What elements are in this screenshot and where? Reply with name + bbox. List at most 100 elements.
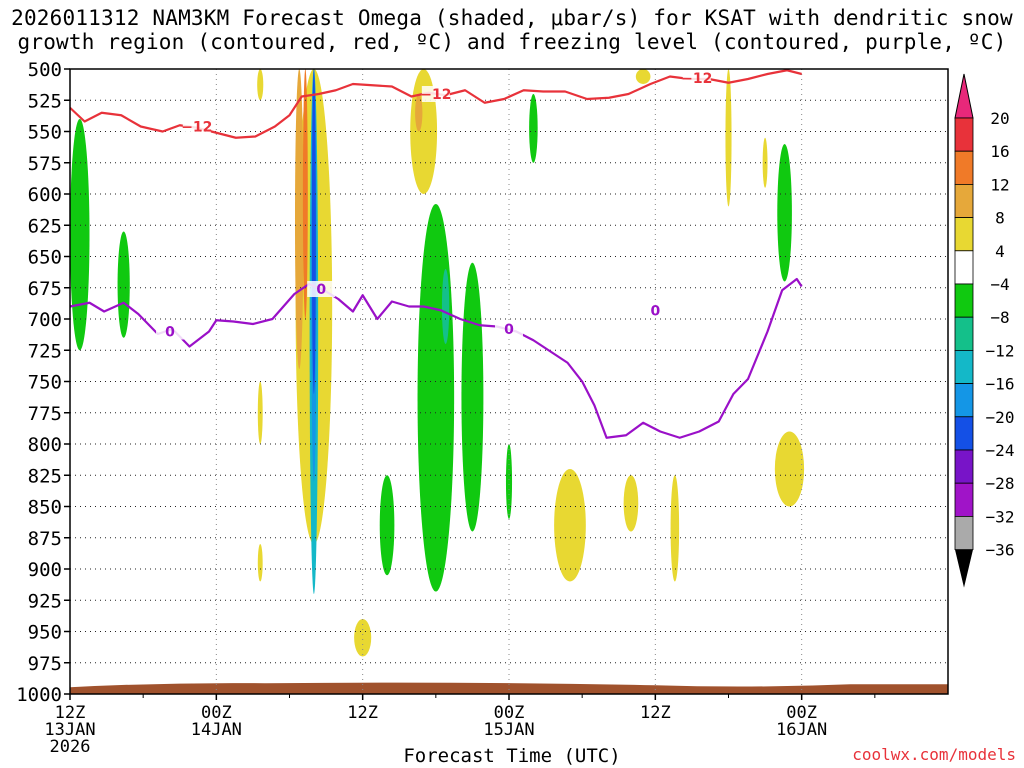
plot-frame xyxy=(69,68,949,695)
y-tick-label-900: 900 xyxy=(28,559,62,581)
colorbar-segment-6 xyxy=(954,316,974,351)
y-tick-label-825: 825 xyxy=(28,465,62,487)
chart-title-line-1: 2026011312 NAM3KM Forecast Omega (shaded… xyxy=(11,6,1013,30)
omega-region-24 xyxy=(774,431,805,507)
x-tick-label-18-1: 15JAN xyxy=(483,720,534,740)
contour-label-bg-0-2 xyxy=(682,69,711,86)
y-tick-label-800: 800 xyxy=(28,434,62,456)
omega-region-23 xyxy=(670,475,680,582)
omega-region-20 xyxy=(354,619,372,657)
grid-layer xyxy=(70,69,948,694)
contour-label-1-1: 0 xyxy=(316,282,326,298)
y-tick-label-725: 725 xyxy=(28,340,62,362)
y-tick-label-575: 575 xyxy=(28,153,62,175)
x-tick-label-18-0: 00Z xyxy=(494,703,525,723)
omega-region-17 xyxy=(777,144,792,282)
x-tick-label-0-2: 2026 xyxy=(50,737,91,757)
contour-label-bg-1-2 xyxy=(495,321,523,337)
omega-region-13 xyxy=(117,231,130,338)
omega-region-25 xyxy=(725,69,732,207)
omega-region-6 xyxy=(311,69,316,394)
y-tick-label-650: 650 xyxy=(28,247,62,269)
y-tick-label-525: 525 xyxy=(28,90,62,112)
colorbar-segment-1 xyxy=(954,150,974,185)
colorbar-bottom-triangle xyxy=(955,549,973,588)
y-tick-label-925: 925 xyxy=(28,590,62,612)
colorbar-segment-9 xyxy=(954,416,974,451)
omega-region-11 xyxy=(461,262,484,532)
colorbar-segment-5 xyxy=(954,283,974,318)
ground-layer xyxy=(70,682,948,694)
y-tick-label-1000: 1000 xyxy=(16,684,62,706)
contour-label-0-0: −12 xyxy=(181,120,212,136)
y-tick-label-625: 625 xyxy=(28,215,62,237)
contour-label-1-3: 0 xyxy=(650,303,660,319)
contour-label-1-2: 0 xyxy=(504,322,514,338)
omega-region-22 xyxy=(623,475,639,532)
y-tick-label-600: 600 xyxy=(28,184,62,206)
ground-surface xyxy=(70,682,948,694)
y-tick-label-550: 550 xyxy=(28,122,62,144)
x-tick-label-12-0: 12Z xyxy=(347,703,378,723)
contour-label-1-0: 0 xyxy=(165,325,175,341)
y-tick-label-975: 975 xyxy=(28,653,62,675)
x-tick-label-0-0: 12Z xyxy=(55,703,86,723)
credit-text: coolwx.com/models xyxy=(852,745,1016,764)
omega-region-21 xyxy=(554,469,586,582)
y-axis: 500 525 550 575 600 625 650 675 700 725 750 775 800 8… xyxy=(16,59,70,706)
colorbar-segment-10 xyxy=(954,449,974,484)
omega-region-2 xyxy=(294,69,304,369)
contour-label-bg-0-0 xyxy=(182,118,211,135)
omega-region-19 xyxy=(257,544,263,582)
contour-label-bg-1-1 xyxy=(307,281,336,297)
omega-region-0 xyxy=(257,69,264,101)
x-axis-label: Forecast Time (UTC) xyxy=(403,745,621,767)
contour-label-bg-1-0 xyxy=(155,323,184,340)
colorbar-label-2: 12 xyxy=(990,175,1009,194)
x-tick-label-30-0: 00Z xyxy=(786,703,817,723)
y-tick-label-950: 950 xyxy=(28,622,62,644)
colorbar-label-3: 8 xyxy=(995,209,1005,228)
colorbar-label-1: 16 xyxy=(990,142,1009,161)
colorbar-label-13: −36 xyxy=(986,541,1015,560)
colorbar-top-triangle xyxy=(954,73,974,119)
colorbar-label-6: −8 xyxy=(990,308,1009,327)
contour-label-bg-0-1 xyxy=(421,86,450,102)
omega-shading-layer xyxy=(70,69,805,657)
colorbar-segment-3 xyxy=(954,217,974,252)
colorbar-label-0: 20 xyxy=(990,109,1009,128)
colorbar-label-4: 4 xyxy=(995,242,1005,261)
y-tick-label-775: 775 xyxy=(28,403,62,425)
omega-region-16 xyxy=(505,444,513,519)
colorbar-segment-4 xyxy=(954,250,974,285)
colorbar-label-11: −28 xyxy=(986,474,1015,493)
chart-title-line-2: growth region (contoured, red, ºC) and f… xyxy=(17,30,1007,54)
colorbar-label-5: −4 xyxy=(990,275,1009,294)
colorbar-segment-11 xyxy=(954,482,974,517)
omega-region-9 xyxy=(417,204,455,592)
x-tick-label-6-1: 14JAN xyxy=(191,720,242,740)
colorbar-label-12: −32 xyxy=(986,507,1015,526)
contour-label-0-1: −12 xyxy=(420,87,451,103)
contour-label-bg-1-3 xyxy=(641,302,670,319)
x-tick-label-6-0: 00Z xyxy=(201,703,232,723)
colorbar-segment-12 xyxy=(954,516,974,551)
y-tick-label-675: 675 xyxy=(28,278,62,300)
y-tick-label-700: 700 xyxy=(28,309,62,331)
x-tick-label-30-1: 16JAN xyxy=(776,720,827,740)
colorbar: 20 16 12 8 4 −4 −8 −12 −16 −20 −24 −28 −32 −36 xyxy=(954,73,1015,588)
colorbar-segment-7 xyxy=(954,349,974,384)
omega-region-12 xyxy=(70,119,90,351)
contour-label-0-2: −12 xyxy=(681,71,712,87)
colorbar-segment-0 xyxy=(954,117,974,152)
omega-region-27 xyxy=(635,69,651,84)
contour-line-1 xyxy=(69,277,803,439)
y-tick-label-750: 750 xyxy=(28,372,62,394)
omega-region-8 xyxy=(415,94,423,132)
contour-layer: −12 −12 −12 0 0 0 0 xyxy=(69,69,803,439)
y-tick-label-875: 875 xyxy=(28,528,62,550)
colorbar-segment-2 xyxy=(954,183,974,218)
omega-region-10 xyxy=(441,269,450,344)
